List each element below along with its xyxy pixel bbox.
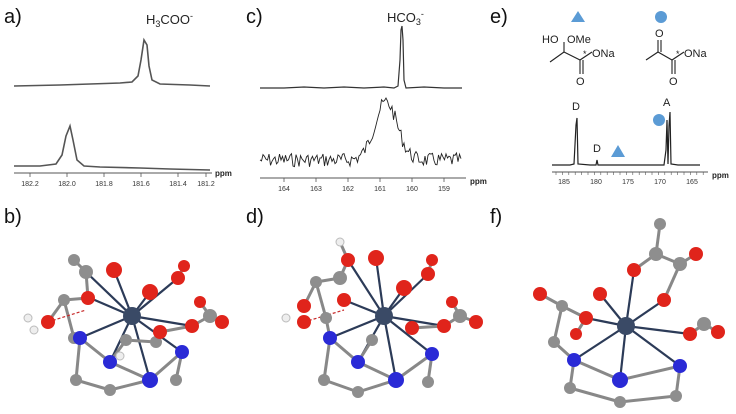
struct-ome: OMe xyxy=(567,34,591,46)
spectrum-panel-c: HCO3- 164 163 162 161 160 159 ppm xyxy=(259,9,487,193)
tick-label-a: 182.2 xyxy=(21,181,39,188)
tick-label-c: 164 xyxy=(278,186,290,193)
axis-unit-e: ppm xyxy=(712,171,729,180)
panel-label-e: e) xyxy=(490,6,508,28)
axis-ticks-e xyxy=(555,172,704,175)
panel-label-b: b) xyxy=(4,206,22,228)
title-c: HCO3- xyxy=(387,9,424,27)
tick-label-c: 162 xyxy=(342,186,354,193)
tick-label-e: 175 xyxy=(622,179,634,186)
tick-label-c: 163 xyxy=(310,186,322,193)
spectrum-trace-e xyxy=(552,111,700,166)
tick-label-c: 159 xyxy=(438,186,450,193)
atoms-f xyxy=(533,218,725,408)
panel-label-c: c) xyxy=(246,6,263,28)
spectrum-trace-bottom-a xyxy=(14,123,211,171)
triangle-marker-icon xyxy=(611,145,625,157)
structure-right xyxy=(645,40,685,74)
struct-star-left: * xyxy=(583,49,587,59)
tick-label-a: 181.8 xyxy=(95,181,113,188)
spectrum-trace-top-a xyxy=(13,37,211,87)
peak-label-d-small: D xyxy=(593,143,601,155)
panel-label-d: d) xyxy=(246,206,264,228)
tick-label-a: 181.2 xyxy=(197,181,215,188)
struct-ona-right: ONa xyxy=(684,48,708,60)
spectrum-trace-top-c xyxy=(260,25,462,89)
title-a: H3COO- xyxy=(146,11,193,29)
structure-left xyxy=(549,42,593,74)
axis-unit-a: ppm xyxy=(215,169,232,178)
molecule-panel-d xyxy=(281,237,483,398)
struct-ho: HO xyxy=(542,34,559,46)
circle-marker-icon xyxy=(653,114,665,126)
panel-label-a: a) xyxy=(4,6,22,28)
tick-label-a: 181.4 xyxy=(169,181,187,188)
atoms-d xyxy=(281,237,483,398)
tick-label-a: 181.6 xyxy=(132,181,150,188)
panel-label-f: f) xyxy=(490,206,503,228)
struct-star-right: * xyxy=(676,49,680,59)
circle-marker-icon xyxy=(655,11,667,23)
atoms-b xyxy=(23,254,229,396)
peak-label-a: A xyxy=(663,97,671,109)
struct-o-top: O xyxy=(655,28,664,40)
spectrum-trace-bottom-c xyxy=(259,97,462,168)
molecule-panel-b xyxy=(23,254,229,396)
struct-o-bot: O xyxy=(669,76,678,88)
tick-label-a: 182.0 xyxy=(58,181,76,188)
tick-label-c: 161 xyxy=(374,186,386,193)
spectrum-panel-e: HO OMe ONa O * O O ONa * D D A 185 180 1… xyxy=(542,11,729,186)
tick-label-c: 160 xyxy=(406,186,418,193)
triangle-marker-icon xyxy=(571,11,585,22)
tick-label-e: 180 xyxy=(590,179,602,186)
tick-label-e: 170 xyxy=(654,179,666,186)
axis-ticks-c xyxy=(283,178,445,182)
tick-label-e: 185 xyxy=(558,179,570,186)
struct-o-left: O xyxy=(576,76,585,88)
axis-ticks-a xyxy=(29,173,207,177)
spectrum-panel-a: H3COO- 182.2 182.0 181.8 181.6 181.4 181… xyxy=(13,11,232,188)
peak-label-d-tall: D xyxy=(572,101,580,113)
struct-ona-left: ONa xyxy=(592,48,616,60)
axis-unit-c: ppm xyxy=(470,177,487,186)
molecule-panel-f xyxy=(533,218,725,408)
tick-label-e: 165 xyxy=(686,179,698,186)
